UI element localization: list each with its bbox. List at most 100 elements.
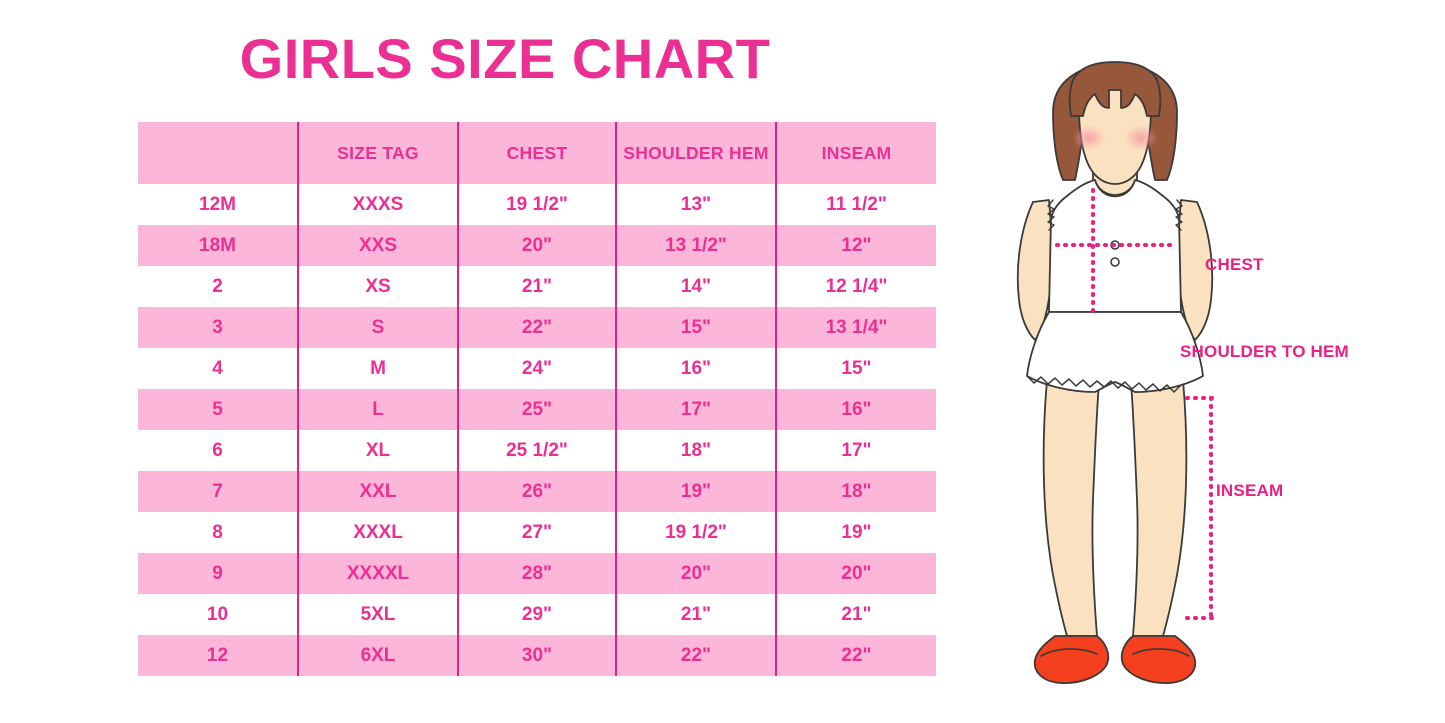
cell-size: 2: [138, 266, 298, 307]
cell-chest: 28": [457, 553, 616, 594]
cell-size-tag: L: [297, 389, 458, 430]
table-row: 10 5XL 29" 21" 21": [138, 594, 936, 635]
skirt-scallop-hem: [1026, 375, 1182, 393]
cell-chest: 21": [457, 266, 616, 307]
cell-shoulder-hem: 21": [615, 594, 776, 635]
cell-inseam: 17": [775, 430, 936, 471]
cell-size: 12M: [138, 184, 298, 225]
cell-size: 9: [138, 553, 298, 594]
cell-shoulder-hem: 18": [615, 430, 776, 471]
cell-shoulder-hem: 19 1/2": [615, 512, 776, 553]
table-row: 4 M 24" 16" 15": [138, 348, 936, 389]
cell-size-tag: XXXL: [297, 512, 458, 553]
cell-inseam: 11 1/2": [775, 184, 936, 225]
right-cheek-blush: [1124, 125, 1158, 151]
right-sleeve-ruffle: [1175, 199, 1183, 231]
cell-shoulder-hem: 22": [615, 635, 776, 676]
table-row: 2 XS 21" 14" 12 1/4": [138, 266, 936, 307]
column-header-inseam: INSEAM: [775, 122, 936, 184]
table-row: 18M XXS 20" 13 1/2" 12": [138, 225, 936, 266]
cell-inseam: 19": [775, 512, 936, 553]
cell-size: 18M: [138, 225, 298, 266]
cell-size-tag: XXL: [297, 471, 458, 512]
cell-chest: 19 1/2": [457, 184, 616, 225]
cell-size-tag: S: [297, 307, 458, 348]
page-title: GIRLS SIZE CHART: [239, 27, 771, 90]
table-header: SIZE TAG CHEST SHOULDER HEM INSEAM: [138, 122, 936, 184]
table-header-row: SIZE TAG CHEST SHOULDER HEM INSEAM: [138, 122, 936, 184]
cell-inseam: 16": [775, 389, 936, 430]
neckline: [1094, 179, 1136, 198]
hair-bangs: [1068, 61, 1162, 117]
table-row: 9 XXXXL 28" 20" 20": [138, 553, 936, 594]
cell-size: 5: [138, 389, 298, 430]
cell-chest: 30": [457, 635, 616, 676]
cell-inseam: 21": [775, 594, 936, 635]
cell-chest: 25 1/2": [457, 430, 616, 471]
cell-size-tag: XXXXL: [297, 553, 458, 594]
cell-inseam: 15": [775, 348, 936, 389]
cell-size: 3: [138, 307, 298, 348]
column-header-chest: CHEST: [457, 122, 616, 184]
table-body: 12M XXXS 19 1/2" 13" 11 1/2" 18M XXS 20"…: [138, 184, 936, 676]
cell-size-tag: XL: [297, 430, 458, 471]
right-shoe-strap: [1132, 648, 1190, 657]
cell-inseam: 18": [775, 471, 936, 512]
cell-chest: 29": [457, 594, 616, 635]
left-leg: [1042, 379, 1100, 637]
cell-inseam: 12": [775, 225, 936, 266]
cell-shoulder-hem: 17": [615, 389, 776, 430]
cell-size: 12: [138, 635, 298, 676]
cell-size: 8: [138, 512, 298, 553]
cell-shoulder-hem: 19": [615, 471, 776, 512]
cell-shoulder-hem: 13 1/2": [615, 225, 776, 266]
column-header-size: [138, 122, 298, 184]
label-shoulder-to-hem: SHOULDER TO HEM: [1180, 342, 1349, 361]
cell-inseam: 12 1/4": [775, 266, 936, 307]
column-header-shoulder-hem: SHOULDER HEM: [615, 122, 776, 184]
cell-size-tag: XXXS: [297, 184, 458, 225]
table-row: 6 XL 25 1/2" 18" 17": [138, 430, 936, 471]
cell-chest: 20": [457, 225, 616, 266]
table-row: 12M XXXS 19 1/2" 13" 11 1/2": [138, 184, 936, 225]
table-row: 12 6XL 30" 22" 22": [138, 635, 936, 676]
cell-size-tag: 6XL: [297, 635, 458, 676]
size-chart-table: SIZE TAG CHEST SHOULDER HEM INSEAM 12M X…: [138, 122, 936, 676]
column-header-size-tag: SIZE TAG: [297, 122, 458, 184]
cell-inseam: 13 1/4": [775, 307, 936, 348]
cell-size-tag: XS: [297, 266, 458, 307]
right-leg: [1130, 379, 1188, 637]
left-sleeve-ruffle: [1047, 199, 1055, 231]
cell-chest: 22": [457, 307, 616, 348]
left-shoe: [1033, 635, 1110, 684]
table-row: 3 S 22" 15" 13 1/4": [138, 307, 936, 348]
cell-size: 6: [138, 430, 298, 471]
cell-shoulder-hem: 16": [615, 348, 776, 389]
label-inseam: INSEAM: [1216, 481, 1284, 500]
cell-size: 10: [138, 594, 298, 635]
right-shoe: [1120, 635, 1197, 684]
left-shoe-strap: [1040, 648, 1098, 657]
size-chart-table-container: SIZE TAG CHEST SHOULDER HEM INSEAM 12M X…: [138, 122, 936, 676]
table-row: 7 XXL 26" 19" 18": [138, 471, 936, 512]
table-row: 8 XXXL 27" 19 1/2" 19": [138, 512, 936, 553]
cell-shoulder-hem: 14": [615, 266, 776, 307]
cell-inseam: 22": [775, 635, 936, 676]
cell-chest: 26": [457, 471, 616, 512]
button-bottom: [1110, 257, 1120, 267]
girl-figure-illustration: [975, 50, 1255, 685]
cell-size-tag: 5XL: [297, 594, 458, 635]
cell-chest: 24": [457, 348, 616, 389]
cell-size-tag: M: [297, 348, 458, 389]
table-row: 5 L 25" 17" 16": [138, 389, 936, 430]
cell-size: 4: [138, 348, 298, 389]
label-chest: CHEST: [1205, 255, 1264, 274]
cell-shoulder-hem: 15": [615, 307, 776, 348]
cell-inseam: 20": [775, 553, 936, 594]
cell-chest: 25": [457, 389, 616, 430]
cell-chest: 27": [457, 512, 616, 553]
cell-shoulder-hem: 13": [615, 184, 776, 225]
cell-size: 7: [138, 471, 298, 512]
cell-shoulder-hem: 20": [615, 553, 776, 594]
left-cheek-blush: [1072, 125, 1106, 151]
